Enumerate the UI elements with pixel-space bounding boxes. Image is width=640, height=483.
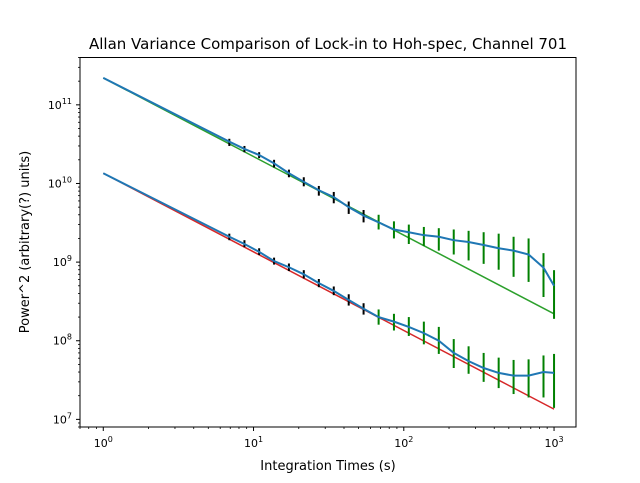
y-tick-label: 1010	[48, 175, 72, 190]
y-tick-label: 107	[53, 411, 72, 426]
chart-title: Allan Variance Comparison of Lock-in to …	[89, 35, 567, 53]
series-measured-line-3	[102, 172, 555, 377]
series-measured-line-2	[102, 77, 555, 287]
x-axis-label: Integration Times (s)	[260, 459, 395, 474]
y-tick-label: 109	[53, 254, 72, 269]
axes-frame	[79, 57, 577, 428]
x-tick-label: 100	[94, 435, 113, 450]
series-ideal_lower-line	[102, 172, 555, 410]
y-tick-label: 108	[53, 333, 72, 348]
y-tick-label: 1011	[48, 97, 72, 112]
y-axis-label: Power^2 (arbitrary(?) units)	[18, 151, 33, 334]
x-tick-label: 101	[244, 435, 263, 450]
axis-ticks: 100 101 102 103 107 108 109 1010 1011	[48, 57, 564, 450]
plot-area	[102, 77, 556, 410]
x-tick-label: 102	[394, 435, 413, 450]
x-tick-label: 103	[544, 435, 563, 450]
